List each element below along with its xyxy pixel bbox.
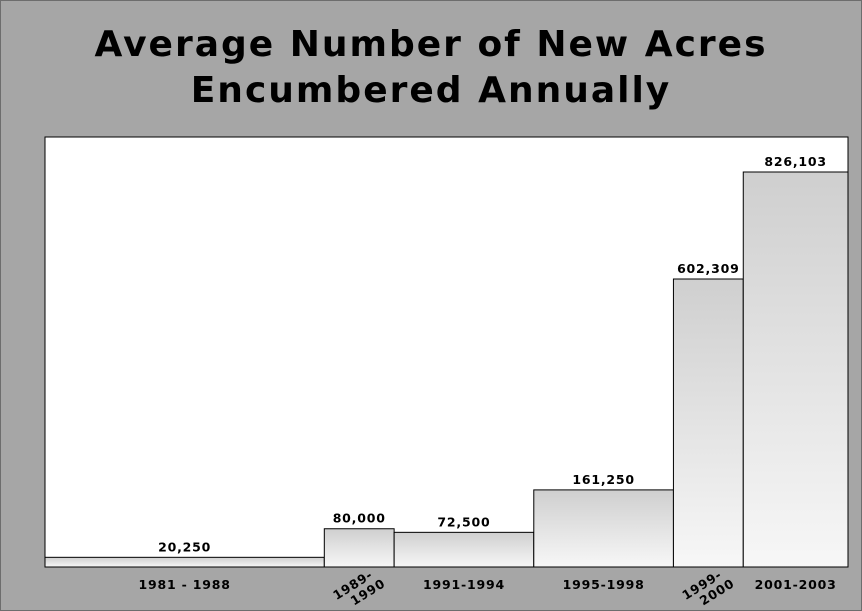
value-labels: 20,250 80,000 72,500 161,250 602,309 826,103: [158, 154, 827, 554]
category-label-3: 1991-1994: [423, 577, 505, 592]
category-label-4: 1995-1998: [563, 577, 645, 592]
bar-1: [44, 556, 325, 568]
category-label-1: 1981 - 1988: [139, 577, 231, 592]
category-labels: 1981 - 1988 1989-1990 1991-1994 1995-1998 19…: [139, 564, 837, 611]
value-label-5: 602,309: [677, 261, 740, 276]
chart-title: Average Number of New Acres Encumbered A…: [0, 22, 862, 114]
value-label-1: 20,250: [158, 539, 211, 554]
bars: [44, 171, 849, 568]
category-label-2: 1989-1990: [330, 564, 388, 611]
category-label-5: 1999-2000: [679, 564, 737, 611]
chart-title-line-2: Encumbered Annually: [190, 70, 672, 111]
value-label-4: 161,250: [572, 472, 635, 487]
bar-4: [533, 489, 674, 568]
bar-6: [742, 171, 849, 568]
chart-title-line-1: Average Number of New Acres: [94, 24, 768, 65]
bar-2: [323, 528, 395, 568]
value-label-6: 826,103: [764, 154, 827, 169]
bar-5: [672, 278, 744, 568]
category-label-6: 2001-2003: [755, 577, 837, 592]
value-label-2: 80,000: [333, 511, 386, 526]
value-label-3: 72,500: [437, 514, 490, 529]
bar-3: [393, 531, 535, 568]
